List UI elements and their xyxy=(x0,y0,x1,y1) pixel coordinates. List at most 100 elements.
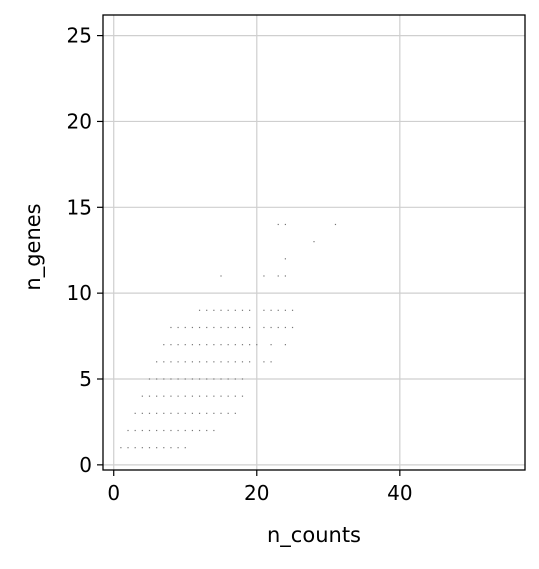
data-point xyxy=(184,429,186,432)
data-point xyxy=(206,361,208,363)
plot-frame xyxy=(102,14,526,471)
data-point xyxy=(170,395,172,397)
data-point xyxy=(234,412,236,414)
data-point xyxy=(249,361,251,363)
data-point xyxy=(270,361,272,363)
grid-lines xyxy=(103,15,525,470)
data-point xyxy=(234,326,236,329)
data-point xyxy=(284,326,286,329)
data-point xyxy=(234,309,236,311)
data-points xyxy=(120,223,337,449)
data-point xyxy=(270,344,272,346)
data-point xyxy=(263,361,265,363)
data-point xyxy=(177,361,179,363)
data-point xyxy=(177,412,179,414)
data-point xyxy=(156,361,158,363)
data-point xyxy=(220,361,222,363)
data-point xyxy=(234,378,236,380)
y-axis-ticks: 0 5 10 15 20 25 xyxy=(67,24,103,477)
data-point xyxy=(141,429,143,432)
data-point xyxy=(184,395,186,397)
data-point xyxy=(241,395,244,397)
data-point xyxy=(170,361,172,363)
data-point xyxy=(177,447,179,449)
data-point xyxy=(227,361,229,363)
data-point xyxy=(198,395,201,397)
data-point xyxy=(206,429,208,432)
data-point xyxy=(241,309,244,311)
data-point xyxy=(170,378,172,380)
data-point xyxy=(206,309,208,311)
data-point xyxy=(156,447,158,449)
data-point xyxy=(170,326,172,329)
y-tick-label: 5 xyxy=(79,367,92,391)
data-point xyxy=(227,412,229,414)
data-point xyxy=(234,361,236,363)
data-point xyxy=(227,309,229,311)
data-point xyxy=(277,275,279,277)
data-point xyxy=(191,429,194,432)
data-point xyxy=(227,326,229,329)
data-point xyxy=(191,344,194,346)
data-point xyxy=(220,344,222,346)
data-point xyxy=(277,326,279,329)
data-point xyxy=(220,412,222,414)
y-tick-label: 0 xyxy=(79,453,92,477)
data-point xyxy=(120,447,122,449)
data-point xyxy=(206,378,208,380)
data-point xyxy=(198,344,201,346)
data-point xyxy=(198,309,201,311)
data-point xyxy=(284,344,286,346)
data-point xyxy=(134,429,136,432)
data-point xyxy=(334,223,337,226)
data-point xyxy=(213,412,215,414)
data-point xyxy=(141,395,143,397)
data-point xyxy=(191,361,194,363)
data-point xyxy=(177,378,179,380)
data-point xyxy=(206,395,208,397)
data-point xyxy=(184,361,186,363)
data-point xyxy=(270,326,272,329)
data-point xyxy=(177,326,179,329)
data-point xyxy=(156,429,158,432)
data-point xyxy=(134,412,136,414)
y-axis-label: n_genes xyxy=(21,203,46,290)
x-axis-label: n_counts xyxy=(267,523,361,548)
data-point xyxy=(227,378,229,380)
data-point xyxy=(213,361,215,363)
data-point xyxy=(163,412,165,414)
data-point xyxy=(191,412,194,414)
data-point xyxy=(127,447,129,449)
data-point xyxy=(213,395,215,397)
data-point xyxy=(249,309,251,311)
data-point xyxy=(213,378,215,380)
data-point xyxy=(134,447,136,449)
data-point xyxy=(234,344,236,346)
data-point xyxy=(177,429,179,432)
data-point xyxy=(198,326,201,329)
data-point xyxy=(263,275,265,277)
data-point xyxy=(213,429,215,432)
data-point xyxy=(141,412,143,414)
data-point xyxy=(263,326,265,329)
data-point xyxy=(163,429,165,432)
data-point xyxy=(148,395,151,397)
data-point xyxy=(141,447,143,449)
data-point xyxy=(213,309,215,311)
data-point xyxy=(148,429,151,432)
y-tick-label: 15 xyxy=(67,195,92,219)
data-point xyxy=(270,309,272,311)
data-point xyxy=(291,309,294,311)
data-point xyxy=(184,378,186,380)
data-point xyxy=(156,395,158,397)
data-point xyxy=(148,378,151,380)
data-point xyxy=(249,326,251,329)
data-point xyxy=(213,344,215,346)
x-tick-label: 0 xyxy=(107,481,120,505)
y-tick-label: 25 xyxy=(67,24,92,48)
data-point xyxy=(184,447,186,449)
data-point xyxy=(163,378,165,380)
data-point xyxy=(220,326,222,329)
